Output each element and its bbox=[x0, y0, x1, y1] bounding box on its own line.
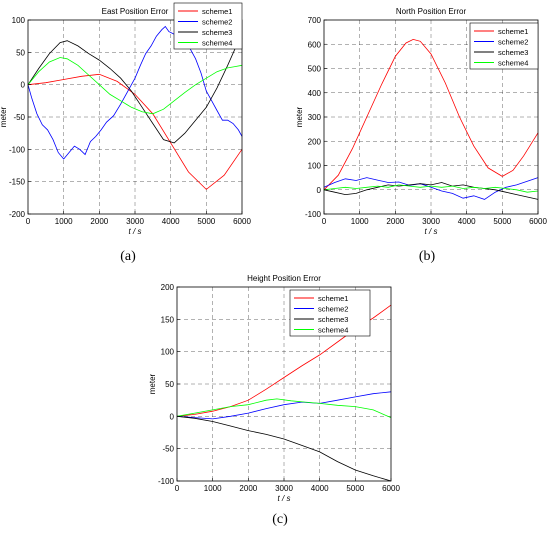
y-axis-label: meter bbox=[295, 106, 304, 127]
y-tick-label: 400 bbox=[308, 89, 322, 98]
x-tick-label: 0 bbox=[175, 484, 180, 493]
x-axis-label: t / s bbox=[278, 494, 291, 503]
x-tick-label: 0 bbox=[26, 217, 31, 226]
x-tick-label: 5000 bbox=[493, 217, 511, 226]
x-tick-label: 3000 bbox=[275, 484, 293, 493]
y-tick-label: 50 bbox=[16, 48, 25, 57]
legend-label-scheme1: scheme1 bbox=[202, 7, 232, 16]
legend-label-scheme3: scheme3 bbox=[202, 28, 232, 37]
series-line-scheme3 bbox=[323, 182, 539, 200]
series-line-scheme4 bbox=[176, 398, 392, 418]
y-tick-label: 50 bbox=[165, 380, 174, 389]
x-tick-label: 4000 bbox=[311, 484, 329, 493]
y-axis-label: meter bbox=[0, 106, 8, 127]
panel-label: (b) bbox=[419, 249, 436, 264]
x-tick-label: 2000 bbox=[386, 217, 404, 226]
legend-label-scheme1: scheme1 bbox=[318, 294, 348, 303]
x-tick-label: 5000 bbox=[346, 484, 364, 493]
legend-label-scheme2: scheme2 bbox=[202, 17, 232, 26]
x-tick-label: 2000 bbox=[239, 484, 257, 493]
y-tick-label: 0 bbox=[170, 412, 175, 421]
legend-label-scheme3: scheme3 bbox=[318, 315, 348, 324]
y-tick-label: 100 bbox=[161, 348, 175, 357]
y-tick-label: 200 bbox=[308, 137, 322, 146]
chart-panel-2: 0 1000 2000 3000 4000 5000 6000 -100 -50 0 50 100 15… bbox=[148, 274, 400, 527]
y-tick-label: -50 bbox=[162, 445, 174, 454]
series-line-scheme2 bbox=[176, 391, 392, 420]
x-tick-label: 2000 bbox=[90, 217, 108, 226]
y-tick-label: 300 bbox=[308, 113, 322, 122]
y-tick-label: 200 bbox=[161, 283, 175, 292]
chart-title: East Position Error bbox=[102, 7, 169, 16]
x-tick-label: 1000 bbox=[55, 217, 73, 226]
legend-label-scheme3: scheme3 bbox=[498, 48, 528, 57]
y-tick-label: 700 bbox=[308, 16, 322, 25]
x-tick-label: 0 bbox=[322, 217, 327, 226]
x-axis-label: t / s bbox=[129, 227, 142, 236]
panel-label: (c) bbox=[272, 512, 288, 527]
x-tick-label: 3000 bbox=[422, 217, 440, 226]
y-tick-label: 500 bbox=[308, 65, 322, 74]
series-line-scheme1 bbox=[323, 38, 539, 191]
chart-title: North Position Error bbox=[396, 7, 467, 16]
y-tick-label: -150 bbox=[9, 178, 26, 187]
chart-title: Height Position Error bbox=[247, 274, 321, 283]
legend-label-scheme1: scheme1 bbox=[498, 27, 528, 36]
legend-box bbox=[469, 22, 539, 70]
legend-label-scheme2: scheme2 bbox=[498, 37, 528, 46]
x-tick-label: 1000 bbox=[204, 484, 222, 493]
series-line-scheme3 bbox=[27, 37, 243, 144]
x-tick-label: 6000 bbox=[382, 484, 400, 493]
legend-label-scheme4: scheme4 bbox=[202, 38, 232, 47]
y-tick-label: -100 bbox=[305, 210, 322, 219]
x-tick-label: 5000 bbox=[197, 217, 215, 226]
series-line-scheme2 bbox=[27, 25, 243, 160]
x-tick-label: 4000 bbox=[162, 217, 180, 226]
x-tick-label: 6000 bbox=[529, 217, 547, 226]
y-tick-label: 100 bbox=[308, 162, 322, 171]
y-tick-label: 0 bbox=[317, 186, 322, 195]
y-tick-label: 100 bbox=[12, 16, 26, 25]
x-tick-label: 6000 bbox=[233, 217, 251, 226]
x-axis-label: t / s bbox=[425, 227, 438, 236]
y-tick-label: -100 bbox=[9, 145, 26, 154]
panel-label: (a) bbox=[120, 249, 136, 264]
legend-label-scheme2: scheme2 bbox=[318, 304, 348, 313]
series-line-scheme4 bbox=[323, 184, 539, 193]
chart-panel-1: 0 1000 2000 3000 4000 5000 6000-10001002003004… bbox=[295, 7, 547, 264]
y-tick-label: 600 bbox=[308, 40, 322, 49]
y-axis-label: meter bbox=[148, 373, 157, 394]
legend-label-scheme4: scheme4 bbox=[498, 58, 528, 67]
y-tick-label: -100 bbox=[158, 477, 175, 486]
x-tick-label: 4000 bbox=[458, 217, 476, 226]
y-tick-label: 0 bbox=[21, 81, 26, 90]
x-tick-label: 3000 bbox=[126, 217, 144, 226]
y-tick-label: -50 bbox=[13, 113, 25, 122]
series-line-scheme2 bbox=[323, 177, 539, 200]
series-line-scheme3 bbox=[176, 415, 392, 482]
series-line-scheme1 bbox=[27, 73, 243, 190]
x-tick-label: 1000 bbox=[351, 217, 369, 226]
chart-panel-0: 0 1000 2000 3000 4000 5000 6000-200-150-100-50… bbox=[0, 2, 251, 264]
y-tick-label: -200 bbox=[9, 210, 26, 219]
legend-label-scheme4: scheme4 bbox=[318, 325, 348, 334]
series-line-scheme4 bbox=[27, 57, 243, 115]
y-tick-label: 150 bbox=[161, 315, 175, 324]
